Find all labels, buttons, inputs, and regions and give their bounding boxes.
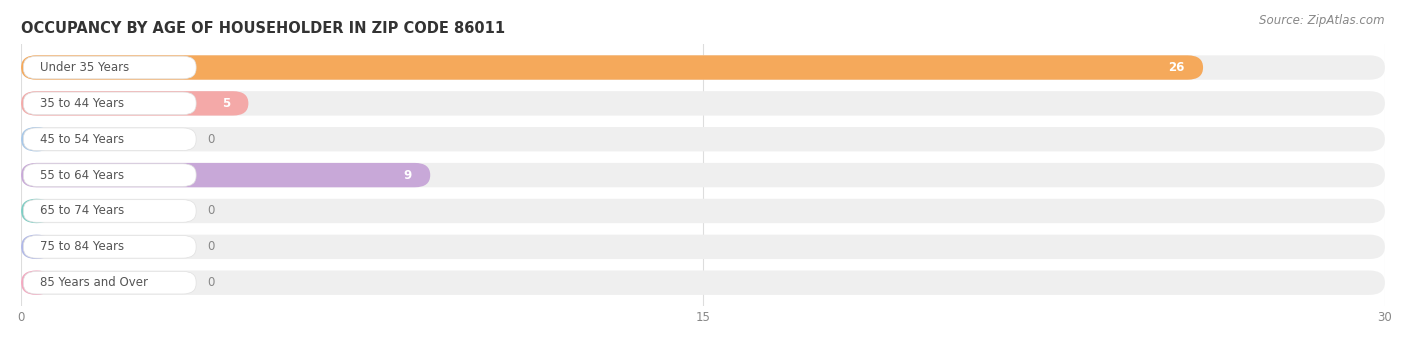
Text: 65 to 74 Years: 65 to 74 Years — [41, 204, 125, 218]
FancyBboxPatch shape — [21, 235, 1385, 259]
Text: 0: 0 — [208, 204, 215, 218]
FancyBboxPatch shape — [21, 163, 430, 187]
Text: 85 Years and Over: 85 Years and Over — [41, 276, 149, 289]
Text: 0: 0 — [208, 276, 215, 289]
FancyBboxPatch shape — [24, 92, 195, 115]
FancyBboxPatch shape — [21, 127, 52, 151]
FancyBboxPatch shape — [21, 55, 1385, 80]
FancyBboxPatch shape — [21, 91, 249, 116]
FancyBboxPatch shape — [21, 91, 1385, 116]
FancyBboxPatch shape — [24, 271, 195, 294]
Text: 9: 9 — [404, 169, 412, 182]
Text: 75 to 84 Years: 75 to 84 Years — [41, 240, 125, 253]
Text: 26: 26 — [1168, 61, 1185, 74]
FancyBboxPatch shape — [21, 199, 52, 223]
FancyBboxPatch shape — [21, 127, 1385, 151]
Text: Under 35 Years: Under 35 Years — [41, 61, 129, 74]
FancyBboxPatch shape — [21, 163, 1385, 187]
FancyBboxPatch shape — [21, 55, 1204, 80]
Text: 45 to 54 Years: 45 to 54 Years — [41, 133, 125, 146]
FancyBboxPatch shape — [21, 271, 1385, 295]
Text: OCCUPANCY BY AGE OF HOUSEHOLDER IN ZIP CODE 86011: OCCUPANCY BY AGE OF HOUSEHOLDER IN ZIP C… — [21, 21, 505, 36]
Text: 55 to 64 Years: 55 to 64 Years — [41, 169, 125, 182]
FancyBboxPatch shape — [21, 199, 1385, 223]
FancyBboxPatch shape — [21, 271, 52, 295]
FancyBboxPatch shape — [24, 56, 195, 79]
FancyBboxPatch shape — [24, 164, 195, 186]
Text: 0: 0 — [208, 240, 215, 253]
Text: Source: ZipAtlas.com: Source: ZipAtlas.com — [1260, 14, 1385, 27]
Text: 35 to 44 Years: 35 to 44 Years — [41, 97, 125, 110]
FancyBboxPatch shape — [21, 235, 52, 259]
Text: 5: 5 — [222, 97, 231, 110]
FancyBboxPatch shape — [24, 200, 195, 222]
FancyBboxPatch shape — [24, 236, 195, 258]
Text: 0: 0 — [208, 133, 215, 146]
FancyBboxPatch shape — [24, 128, 195, 151]
